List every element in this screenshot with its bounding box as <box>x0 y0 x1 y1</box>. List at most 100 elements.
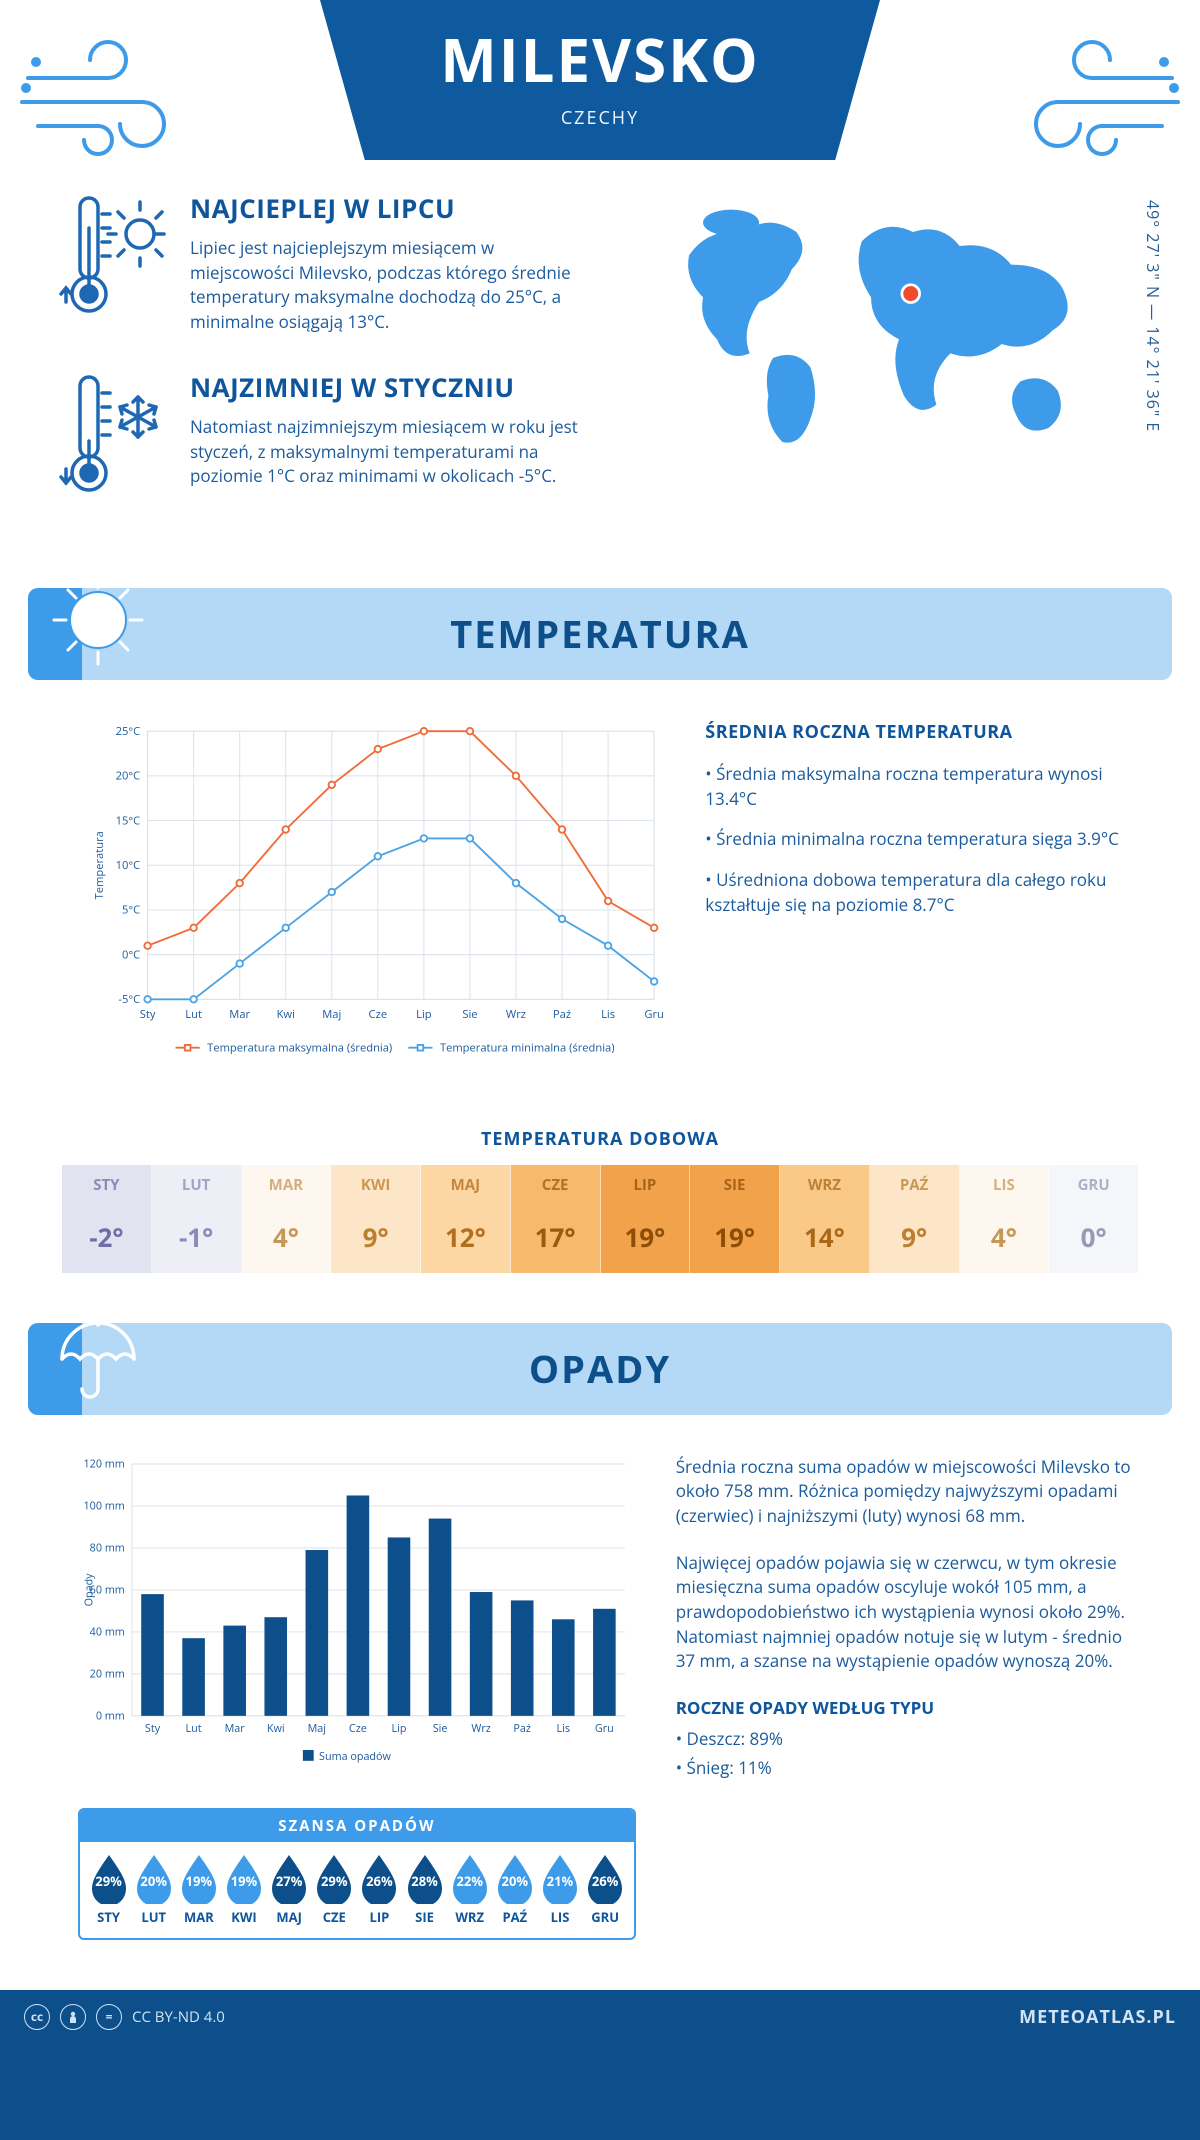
svg-text:-5°C: -5°C <box>118 992 140 1007</box>
temperature-banner: TEMPERATURA <box>28 588 1172 680</box>
temperature-heading: TEMPERATURA <box>28 608 1172 660</box>
temp-stat-1: • Średnia maksymalna roczna temperatura … <box>705 762 1132 811</box>
svg-text:Lip: Lip <box>416 1007 432 1022</box>
svg-text:Paź: Paź <box>553 1007 571 1022</box>
svg-text:40 mm: 40 mm <box>90 1624 125 1639</box>
chance-drop: 20% LUT <box>131 1852 176 1926</box>
svg-text:Sie: Sie <box>462 1007 477 1022</box>
svg-text:20°C: 20°C <box>116 769 141 784</box>
infographic-page: MILEVSKO CZECHY <box>0 0 1200 2044</box>
daily-cell: LUT-1° <box>152 1165 242 1273</box>
fact-warm-title: NAJCIEPLEJ W LIPCU <box>190 190 598 226</box>
daily-cell: LIP19° <box>601 1165 691 1273</box>
daily-cell: GRU0° <box>1049 1165 1138 1273</box>
chance-drop: 29% STY <box>86 1852 131 1926</box>
daily-cell: SIE19° <box>690 1165 780 1273</box>
temp-stats-heading: ŚREDNIA ROCZNA TEMPERATURA <box>705 720 1132 744</box>
svg-text:25°C: 25°C <box>116 724 141 739</box>
chance-drop: 19% MAR <box>176 1852 221 1926</box>
chance-heading: SZANSA OPADÓW <box>80 1810 634 1842</box>
svg-text:Gru: Gru <box>595 1721 614 1736</box>
chance-drop: 28% SIE <box>402 1852 447 1926</box>
chance-drop: 22% WRZ <box>447 1852 492 1926</box>
svg-text:Cze: Cze <box>349 1721 367 1736</box>
svg-text:Paź: Paź <box>513 1721 531 1736</box>
temperature-stats: ŚREDNIA ROCZNA TEMPERATURA • Średnia mak… <box>705 720 1132 1079</box>
svg-text:Mar: Mar <box>229 1007 250 1022</box>
chance-drop: 26% GRU <box>583 1852 628 1926</box>
header: MILEVSKO CZECHY <box>18 0 1182 180</box>
daily-cell: CZE17° <box>511 1165 601 1273</box>
svg-text:Lip: Lip <box>392 1721 407 1736</box>
daily-cell: PAŹ9° <box>870 1165 960 1273</box>
cc-nd-icon: = <box>96 2004 122 2030</box>
svg-text:Maj: Maj <box>308 1721 326 1736</box>
svg-text:Temperatura minimalna (średnia: Temperatura minimalna (średnia) <box>440 1040 615 1055</box>
cc-icon: cc <box>24 2004 50 2030</box>
daily-cell: STY-2° <box>62 1165 152 1273</box>
svg-text:Temperatura maksymalna (średni: Temperatura maksymalna (średnia) <box>207 1040 392 1055</box>
svg-text:Lis: Lis <box>557 1721 570 1736</box>
title-banner: MILEVSKO CZECHY <box>320 0 880 160</box>
fact-coldest: NAJZIMNIEJ W STYCZNIU Natomiast najzimni… <box>58 369 598 514</box>
fact-cold-text: Natomiast najzimniejszym miesiącem w rok… <box>190 415 598 489</box>
umbrella-icon <box>48 1305 148 1405</box>
svg-text:Kwi: Kwi <box>267 1721 285 1736</box>
wind-icon-right <box>1002 28 1182 168</box>
temperature-line-chart: -5°C 0°C 5°C 10°C 15°C 20°C 25°C Sty Lut Mar Kwi Ma… <box>88 720 665 1074</box>
footer: cc = CC BY-ND 4.0 METEOATLAS.PL <box>0 1990 1200 2044</box>
chance-drop: 29% CZE <box>312 1852 357 1926</box>
country-subtitle: CZECHY <box>320 106 880 130</box>
chance-drop: 20% PAŹ <box>492 1852 537 1926</box>
svg-text:0 mm: 0 mm <box>96 1708 125 1723</box>
cc-by-icon <box>60 2004 86 2030</box>
temp-stat-2: • Średnia minimalna roczna temperatura s… <box>705 827 1132 852</box>
chance-drop: 19% KWI <box>221 1852 266 1926</box>
svg-text:10°C: 10°C <box>116 858 141 873</box>
svg-text:Wrz: Wrz <box>506 1007 526 1022</box>
fact-cold-title: NAJZIMNIEJ W STYCZNIU <box>190 369 598 405</box>
precipitation-bar-chart: 0 mm20 mm40 mm60 mm80 mm100 mm120 mmStyL… <box>78 1455 636 1779</box>
svg-text:5°C: 5°C <box>122 903 140 918</box>
svg-text:Mar: Mar <box>225 1721 246 1736</box>
svg-text:Wrz: Wrz <box>471 1721 490 1736</box>
svg-text:Maj: Maj <box>322 1007 341 1022</box>
precip-type-heading: ROCZNE OPADY WEDŁUG TYPU <box>676 1696 1132 1719</box>
precip-type-snow: • Śnieg: 11% <box>676 1756 1132 1781</box>
intro-section: NAJCIEPLEJ W LIPCU Lipiec jest najcieple… <box>18 180 1182 588</box>
svg-text:20 mm: 20 mm <box>90 1666 125 1681</box>
temperature-content: -5°C 0°C 5°C 10°C 15°C 20°C 25°C Sty Lut Mar Kwi Ma… <box>18 680 1182 1099</box>
precipitation-text: Średnia roczna suma opadów w miejscowośc… <box>676 1455 1132 1940</box>
daily-cell: MAR4° <box>242 1165 332 1273</box>
svg-text:Kwi: Kwi <box>277 1007 295 1022</box>
daily-cell: MAJ12° <box>421 1165 511 1273</box>
city-title: MILEVSKO <box>320 18 880 100</box>
svg-text:Suma opadów: Suma opadów <box>319 1749 391 1764</box>
svg-text:Gru: Gru <box>644 1007 664 1022</box>
sun-icon <box>48 570 148 670</box>
precip-p2: Najwięcej opadów pojawia się w czerwcu, … <box>676 1551 1132 1674</box>
precip-type-rain: • Deszcz: 89% <box>676 1727 1132 1752</box>
svg-text:Sty: Sty <box>145 1721 161 1736</box>
temp-stat-3: • Uśredniona dobowa temperatura dla całe… <box>705 868 1132 917</box>
svg-text:100 mm: 100 mm <box>84 1498 125 1513</box>
daily-cell: KWI9° <box>331 1165 421 1273</box>
daily-cell: WRZ14° <box>780 1165 870 1273</box>
daily-temp-title: TEMPERATURA DOBOWA <box>18 1127 1182 1151</box>
svg-text:Sie: Sie <box>433 1721 448 1736</box>
thermometer-snow-icon <box>58 369 168 514</box>
svg-text:Lut: Lut <box>185 1007 202 1022</box>
svg-text:15°C: 15°C <box>116 813 141 828</box>
svg-text:0°C: 0°C <box>122 947 140 962</box>
svg-text:Opady: Opady <box>81 1573 96 1607</box>
precipitation-content: 0 mm20 mm40 mm60 mm80 mm100 mm120 mmStyL… <box>18 1415 1182 1960</box>
precip-p1: Średnia roczna suma opadów w miejscowośc… <box>676 1455 1132 1529</box>
daily-temp-table: STY-2°LUT-1°MAR4°KWI9°MAJ12°CZE17°LIP19°… <box>62 1165 1138 1273</box>
svg-text:120 mm: 120 mm <box>84 1456 125 1471</box>
precipitation-banner: OPADY <box>28 1323 1172 1415</box>
chance-drop: 26% LIP <box>357 1852 402 1926</box>
wind-icon-left <box>18 28 198 168</box>
svg-text:Sty: Sty <box>140 1007 156 1022</box>
daily-cell: LIS4° <box>960 1165 1050 1273</box>
chance-drop: 21% LIS <box>537 1852 582 1926</box>
